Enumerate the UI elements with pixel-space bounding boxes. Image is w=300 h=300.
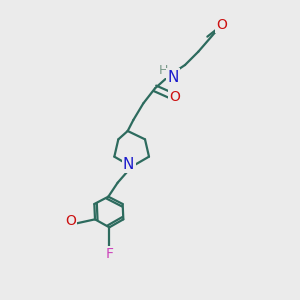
Text: N: N	[123, 157, 134, 172]
Text: O: O	[65, 214, 76, 228]
Text: H: H	[158, 64, 168, 76]
Text: F: F	[105, 247, 113, 261]
Text: O: O	[217, 18, 227, 32]
Text: O: O	[169, 90, 180, 104]
Text: N: N	[167, 70, 179, 85]
